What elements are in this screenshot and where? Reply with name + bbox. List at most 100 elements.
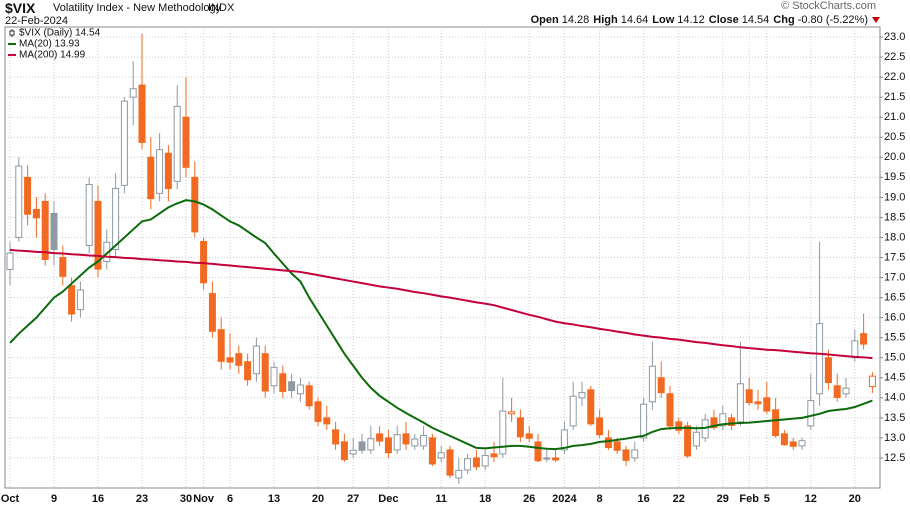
quote-label: Close <box>708 14 739 26</box>
x-tick-label: 18 <box>479 493 491 505</box>
candle-body <box>763 397 771 412</box>
y-tick-label: 15.0 <box>884 352 905 364</box>
candle-body <box>569 395 577 427</box>
candle-body <box>147 156 155 200</box>
candle-body <box>24 176 32 215</box>
x-tick-label: 30 <box>180 493 192 505</box>
candle-body <box>129 88 137 98</box>
candle-body <box>833 385 841 398</box>
candle-body <box>464 458 472 471</box>
quote-label: Low <box>652 14 675 26</box>
y-tick-label: 17.5 <box>884 251 905 263</box>
y-tick-label: 22.0 <box>884 71 905 83</box>
candle-body <box>270 366 278 387</box>
candle-body <box>648 365 656 403</box>
candle-body <box>323 417 331 425</box>
legend-symbol <box>9 30 15 36</box>
candle-body <box>736 383 744 423</box>
candle-body <box>138 84 146 143</box>
x-tick-label: 11 <box>435 493 447 505</box>
candle-body <box>76 289 84 311</box>
quote-value: 14.28 <box>561 14 590 26</box>
candle-body <box>622 449 630 461</box>
legend-label: MA(20) 13.93 <box>19 39 80 50</box>
candle-body <box>411 438 419 447</box>
x-tick-label: Oct <box>1 493 20 505</box>
candle-body <box>525 433 533 439</box>
candle-body <box>481 455 489 467</box>
candle-body <box>587 389 595 425</box>
y-tick-label: 17.0 <box>884 271 905 283</box>
candle-body <box>446 449 454 476</box>
candle-body <box>596 417 604 436</box>
candle-body <box>490 453 498 458</box>
candle-body <box>15 165 23 238</box>
candle-body <box>666 393 674 427</box>
candle-body <box>208 293 216 332</box>
legend-label: $VIX (Daily) 14.54 <box>19 28 101 39</box>
candle-body <box>376 433 384 442</box>
candle-body <box>393 434 401 451</box>
candle-body <box>59 257 67 277</box>
candle-body <box>94 200 102 270</box>
candle-body <box>182 116 190 168</box>
candle-body <box>851 340 859 359</box>
candle-body <box>824 357 832 384</box>
candle-body <box>675 421 683 431</box>
candle-body <box>50 212 58 250</box>
y-tick-label: 16.0 <box>884 312 905 324</box>
candle-body <box>719 413 727 427</box>
y-tick-label: 22.5 <box>884 51 905 63</box>
y-tick-label: 21.0 <box>884 111 905 123</box>
symbol: $VIX <box>5 0 36 16</box>
candle-body <box>358 441 366 451</box>
candle-body <box>349 449 357 455</box>
candle-body <box>402 433 410 445</box>
candle-body <box>657 377 665 394</box>
candle-body <box>41 200 49 261</box>
x-tick-label: Dec <box>378 493 398 505</box>
quote-label: Open <box>530 14 559 26</box>
candle-body <box>631 449 639 459</box>
candle-body <box>428 437 436 465</box>
x-tick-label: Feb <box>739 493 759 505</box>
x-tick-label: 27 <box>347 493 359 505</box>
candle-body <box>516 417 524 438</box>
quote-value: 14.54 <box>741 14 770 26</box>
candle-body <box>305 385 313 407</box>
x-tick-label: 16 <box>92 493 104 505</box>
candle-body <box>384 437 392 454</box>
candle-body <box>120 100 128 186</box>
security-name: Volatility Index - New Methodology <box>53 2 222 14</box>
y-tick-label: 19.5 <box>884 171 905 183</box>
quote-label: High <box>593 14 618 26</box>
candle-body <box>499 410 507 455</box>
candle-body <box>156 149 164 194</box>
candle-body <box>613 441 621 451</box>
y-tick-label: 23.0 <box>884 31 905 43</box>
candle-body <box>807 400 815 427</box>
candle-body <box>191 176 199 233</box>
candle-body <box>745 389 753 404</box>
y-tick-label: 13.0 <box>884 432 905 444</box>
candle-body <box>217 329 225 362</box>
quote: Open 14.28 High 14.64 Low 14.12 Close 14.54 Chg -… <box>531 14 880 26</box>
candle-body <box>279 373 287 392</box>
y-tick-label: 14.5 <box>884 372 905 384</box>
x-tick-label: 2024 <box>552 493 577 505</box>
candle-body <box>455 469 463 479</box>
y-tick-label: 14.0 <box>884 392 905 404</box>
candle-body <box>164 152 172 190</box>
x-tick-label: 20 <box>849 493 861 505</box>
candle-body <box>578 392 586 399</box>
ma-line <box>9 199 873 451</box>
candle-body <box>420 434 428 447</box>
candle-body <box>868 375 876 388</box>
candle-body <box>842 387 850 395</box>
candle-body <box>32 208 40 219</box>
candle-body <box>288 381 296 392</box>
x-tick-label: 26 <box>523 493 535 505</box>
candle-body <box>560 429 568 451</box>
candle-body <box>296 384 304 395</box>
